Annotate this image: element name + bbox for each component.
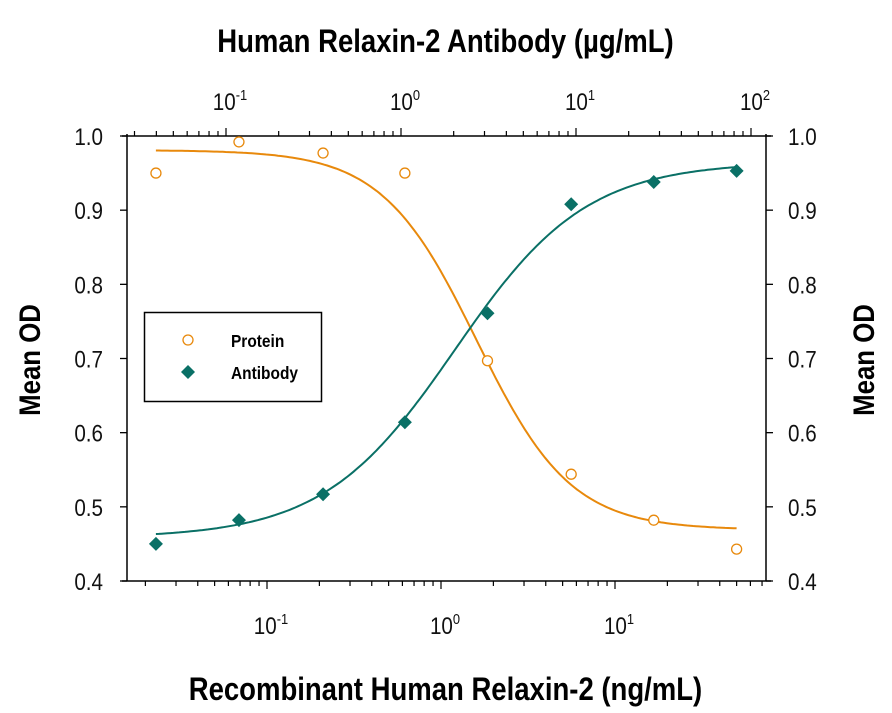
- y-tick-label-left: 0.7: [74, 346, 103, 373]
- legend-label-antibody: Antibody: [231, 363, 299, 383]
- antibody-data-point: [231, 513, 246, 528]
- fit-curves: [155, 149, 737, 535]
- antibody-data-point: [148, 536, 163, 551]
- protein-data-point: [399, 167, 411, 179]
- top-axis-title: Human Relaxin-2 Antibody (µg/mL): [217, 24, 673, 59]
- right-axis-title: Mean OD: [847, 304, 880, 416]
- antibody-data-point: [316, 487, 331, 502]
- axis-ticks: [120, 128, 773, 589]
- protein-data-point: [565, 468, 577, 480]
- y-tick-label-left: 0.5: [74, 494, 103, 521]
- y-tick-label-right: 0.7: [788, 346, 817, 373]
- x-tick-label-top: 102: [740, 86, 770, 115]
- legend-box: [143, 311, 323, 403]
- protein-data-point: [730, 543, 743, 555]
- bottom-axis-title: Recombinant Human Relaxin-2 (ng/mL): [189, 672, 702, 707]
- y-tick-label-right: 0.9: [788, 198, 817, 225]
- open-circle-marker-icon: [182, 334, 194, 346]
- protein-data-point: [648, 514, 660, 526]
- x-tick-label-bottom: 101: [604, 610, 634, 639]
- left-axis-title: Mean OD: [13, 304, 46, 416]
- filled-diamond-marker-icon: [181, 365, 195, 379]
- fit-curve-antibody: [155, 166, 737, 535]
- y-tick-label-right: 0.8: [788, 272, 817, 299]
- antibody-data-point: [646, 174, 661, 189]
- x-tick-label-top: 101: [565, 86, 595, 115]
- x-tick-label-bottom: 100: [430, 610, 460, 639]
- protein-data-point: [317, 147, 329, 159]
- legend-label-protein: Protein: [231, 331, 284, 351]
- antibody-data-point: [729, 163, 744, 178]
- data-points: [148, 136, 744, 555]
- y-tick-label-right: 0.4: [788, 569, 817, 596]
- y-tick-label-right: 1.0: [788, 124, 817, 151]
- legend: Protein Antibody: [143, 311, 323, 403]
- protein-data-point: [481, 355, 494, 367]
- y-tick-label-left: 0.9: [74, 198, 103, 225]
- y-tick-label-right: 0.5: [788, 494, 817, 521]
- axis-tick-labels: 0.4 0.4 0.5 0.5 0.6 0.6 0.7 0.7 0.8 0.8 0.9 0.9 1.0 1…: [74, 86, 816, 639]
- y-tick-label-left: 0.4: [74, 569, 103, 596]
- protein-data-point: [150, 167, 162, 179]
- protein-data-point: [233, 136, 245, 148]
- x-tick-label-top: 10-1: [213, 86, 248, 115]
- y-tick-label-left: 0.6: [74, 420, 103, 447]
- x-tick-label-top: 100: [390, 86, 420, 115]
- y-tick-label-left: 1.0: [74, 124, 103, 151]
- legend-item-antibody: Antibody: [181, 363, 299, 383]
- y-tick-label-right: 0.6: [788, 420, 817, 447]
- x-tick-label-bottom: 10-1: [254, 610, 289, 639]
- antibody-data-point: [480, 306, 495, 321]
- y-tick-label-left: 0.8: [74, 272, 103, 299]
- legend-item-protein: Protein: [182, 331, 284, 351]
- antibody-data-point: [564, 197, 579, 212]
- fit-curve-protein: [155, 149, 737, 530]
- antibody-data-point: [397, 415, 412, 430]
